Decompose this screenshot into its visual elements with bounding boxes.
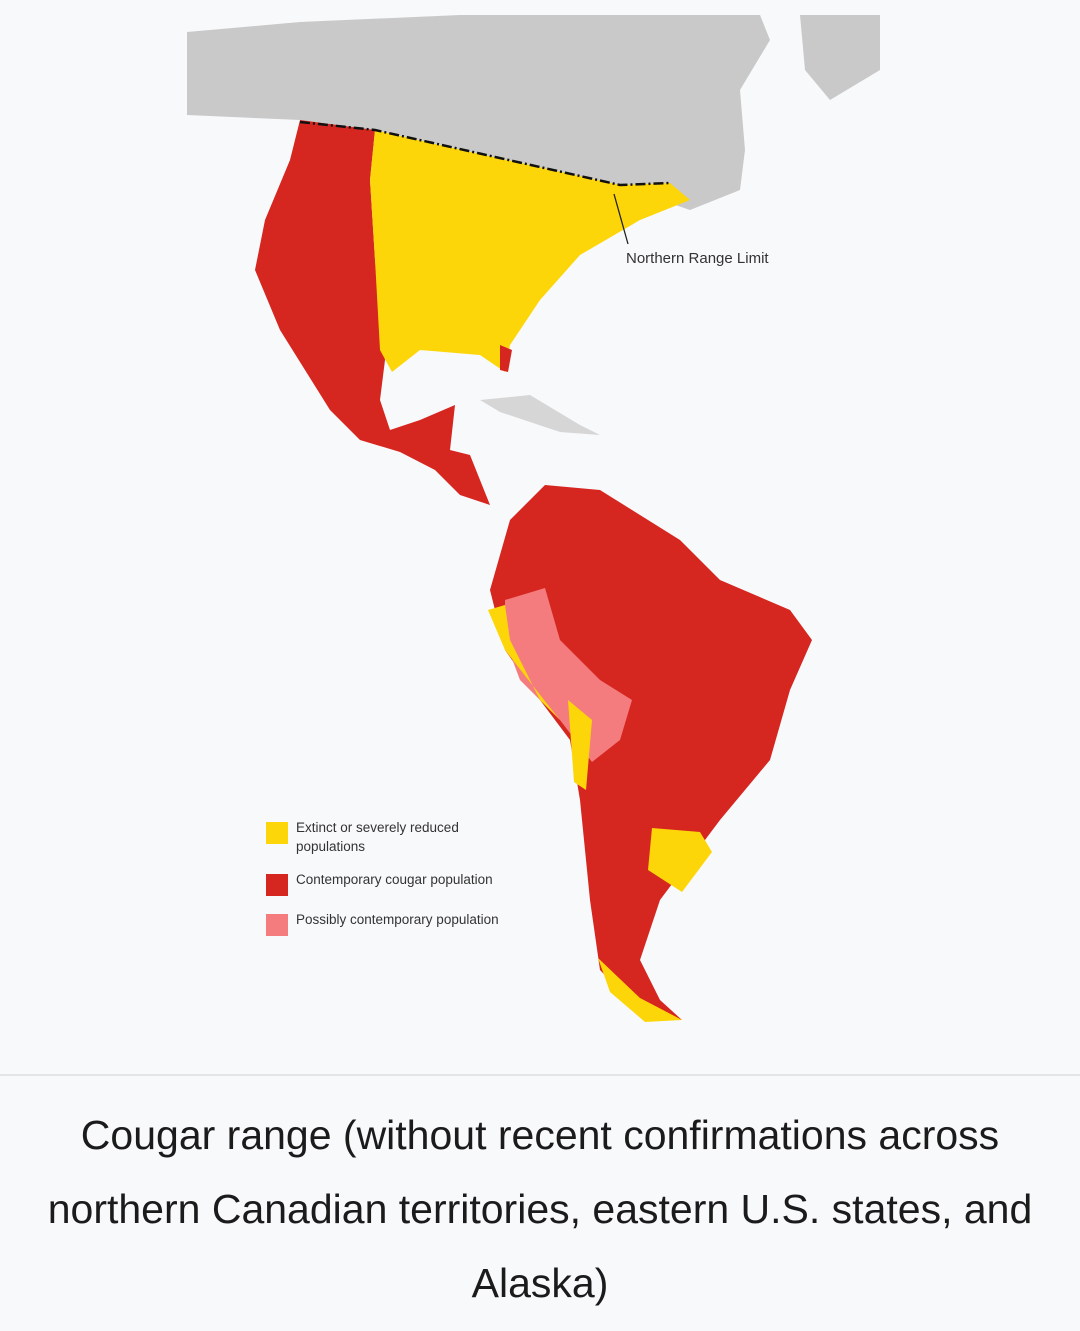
range-south	[490, 485, 812, 1020]
range-north-east	[370, 130, 690, 372]
legend-item: Extinct or severely reduced populations	[266, 818, 556, 856]
caption: Cougar range (without recent confirmatio…	[47, 1112, 1033, 1306]
range-peru-coast	[488, 605, 560, 720]
legend-item: Possibly contemporary population	[266, 910, 556, 936]
legend-label: Possibly contemporary population	[296, 912, 499, 927]
annotation: Northern Range Limit	[626, 250, 769, 267]
range-north-west	[255, 120, 490, 505]
range-chile-coast	[568, 700, 592, 790]
range-south-tip	[598, 958, 682, 1022]
range-andes	[505, 588, 632, 762]
legend-swatch	[266, 822, 288, 844]
separator	[0, 1074, 1080, 1076]
range-uruguay	[648, 828, 712, 892]
range-limit-line	[299, 120, 671, 187]
caribbean	[480, 395, 600, 435]
greenland-landmass	[800, 15, 880, 100]
canada-landmass	[187, 15, 770, 210]
legend-swatch	[266, 874, 288, 896]
legend-label: Extinct or severely reduced populations	[296, 820, 459, 854]
map: Northern Range Limit	[187, 15, 880, 1022]
annotation-arrow	[613, 193, 629, 245]
legend-item: Contemporary cougar population	[266, 870, 556, 896]
range-florida	[500, 345, 512, 372]
legend: Extinct or severely reduced populations …	[266, 818, 556, 950]
legend-swatch	[266, 914, 288, 936]
legend-label: Contemporary cougar population	[296, 872, 493, 887]
